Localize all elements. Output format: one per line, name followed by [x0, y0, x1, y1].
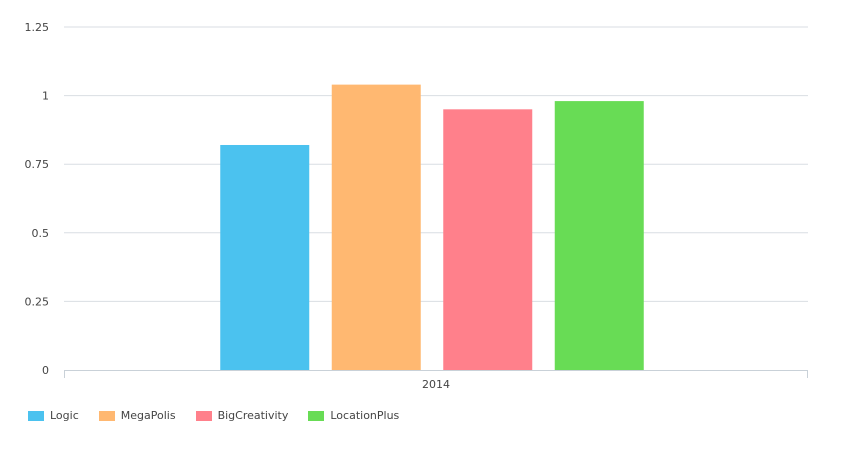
- legend: Logic MegaPolis BigCreativity LocationPlus: [28, 409, 419, 422]
- legend-item-locationplus[interactable]: LocationPlus: [308, 409, 399, 422]
- bar-locationplus[interactable]: [554, 101, 644, 370]
- y-tick-label: 0: [42, 364, 49, 377]
- legend-label: LocationPlus: [330, 409, 400, 422]
- gridlines: [64, 26, 808, 302]
- legend-swatch: [308, 410, 325, 421]
- legend-label: MegaPolis: [120, 409, 176, 422]
- y-tick-label: 0.75: [25, 158, 50, 171]
- y-tick-label: 0.25: [25, 295, 50, 308]
- legend-item-megapolis[interactable]: MegaPolis: [98, 409, 176, 422]
- bar-logic[interactable]: [220, 144, 310, 370]
- y-axis-ticks: 0 0.25 0.5 0.75 1 1.25: [25, 21, 50, 377]
- bars: [220, 84, 644, 371]
- legend-item-logic[interactable]: Logic: [28, 409, 79, 422]
- y-tick-label: 1.25: [25, 21, 50, 34]
- legend-item-bigcreativity[interactable]: BigCreativity: [195, 409, 289, 422]
- x-axis: 2014: [64, 370, 808, 391]
- legend-label: BigCreativity: [217, 409, 289, 422]
- legend-swatch: [98, 410, 115, 421]
- legend-swatch: [28, 410, 44, 421]
- legend-label: Logic: [50, 409, 79, 422]
- bar-megapolis[interactable]: [331, 84, 421, 371]
- x-tick-label: 2014: [422, 378, 450, 391]
- bar-bigcreativity[interactable]: [443, 109, 533, 370]
- y-tick-label: 0.5: [32, 227, 50, 240]
- y-tick-label: 1: [42, 90, 49, 103]
- legend-swatch: [195, 410, 212, 421]
